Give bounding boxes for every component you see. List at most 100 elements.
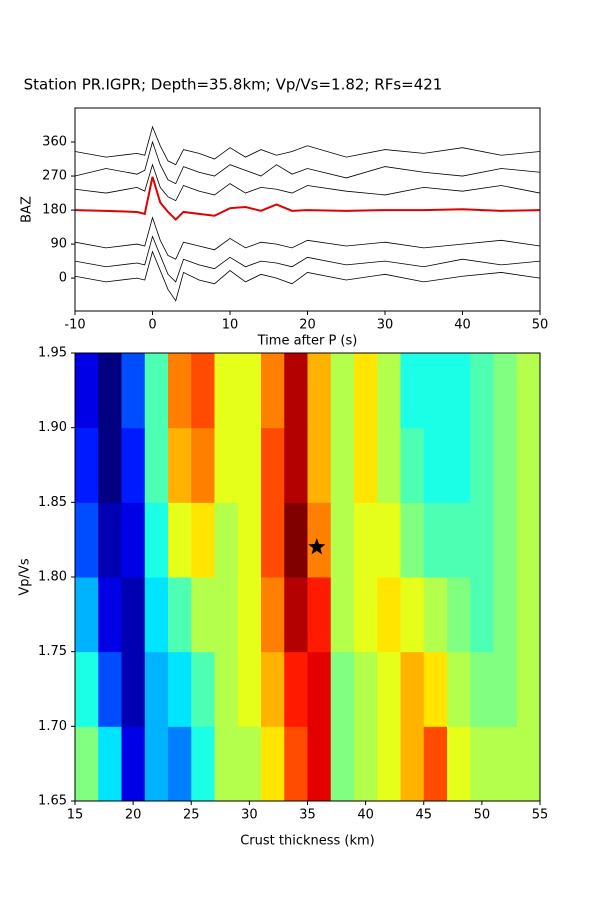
x-tick-label: 50: [474, 808, 491, 823]
heatmap-cell: [191, 502, 215, 578]
heatmap-cell: [121, 502, 146, 578]
heatmap-cell: [493, 726, 518, 802]
x-tick-label: 40: [454, 318, 471, 333]
heatmap-cell: [261, 353, 285, 429]
trace-line: [75, 216, 540, 260]
heatmap-cell: [75, 427, 99, 503]
heatmap-cell: [121, 726, 146, 802]
heatmap-cell: [447, 651, 471, 727]
heatmap-cell: [400, 502, 425, 578]
heatmap-cell: [168, 577, 192, 653]
heatmap-cell: [261, 726, 285, 802]
heatmap-cell: [447, 577, 471, 653]
heatmap-cell: [214, 502, 239, 578]
heatmap-cell: [354, 577, 378, 653]
trace-line: [75, 176, 540, 221]
heatmap-cell: [144, 651, 169, 727]
trace-line: [75, 140, 540, 185]
heatmap-cell: [144, 353, 169, 429]
heatmap-cell: [354, 651, 378, 727]
heatmap-cell: [191, 577, 215, 653]
heatmap-cell: [307, 726, 332, 802]
y-tick-label: 1.70: [38, 719, 67, 734]
y-tick-label: 1.90: [38, 420, 67, 435]
heatmap-cell: [284, 726, 308, 802]
heatmap-cell: [98, 502, 122, 578]
heatmap-cell: [214, 353, 239, 429]
heatmap-cell: [307, 353, 332, 429]
heatmap-cell: [516, 726, 541, 802]
heatmap-cell: [191, 726, 215, 802]
heatmap-cell: [98, 726, 122, 802]
heatmap-cell: [470, 651, 494, 727]
heatmap-cell: [168, 427, 192, 503]
heatmap-cell: [284, 427, 308, 503]
heatmap-cell: [447, 353, 471, 429]
heatmap-cell: [261, 502, 285, 578]
trace-line: [75, 250, 540, 302]
heatmap-cell: [121, 427, 146, 503]
heatmap-cell: [330, 577, 355, 653]
heatmap-cell: [121, 577, 146, 653]
heatmap-cell: [98, 651, 122, 727]
heatmap-cell: [447, 726, 471, 802]
heatmap-cell: [330, 502, 355, 578]
heatmap-cell: [261, 651, 285, 727]
heatmap-cell: [354, 353, 378, 429]
y-axis-label: Vp/Vs: [18, 558, 33, 595]
heatmap-cell: [237, 427, 262, 503]
x-tick-label: 20: [125, 808, 142, 823]
x-tick-label: 45: [415, 808, 432, 823]
heatmap-cell: [284, 651, 308, 727]
heatmap-cell: [237, 502, 262, 578]
heatmap-cell: [98, 353, 122, 429]
best-fit-star: [308, 538, 326, 555]
heatmap-cell: [423, 427, 448, 503]
heatmap-cell: [214, 427, 239, 503]
heatmap-cell: [75, 502, 99, 578]
heatmap-cell: [121, 651, 146, 727]
y-tick-label: 360: [42, 135, 67, 150]
heatmap-cell: [470, 726, 494, 802]
heatmap-cell: [214, 726, 239, 802]
x-tick-label: 35: [299, 808, 316, 823]
heatmap-cell: [214, 577, 239, 653]
heatmap-cell: [237, 577, 262, 653]
heatmap-cell: [377, 427, 401, 503]
heatmap-cell: [191, 427, 215, 503]
heatmap-cell: [470, 427, 494, 503]
trace-line: [75, 235, 540, 283]
heatmap-cell: [377, 651, 401, 727]
y-tick-label: 0: [59, 271, 67, 286]
heatmap-cell: [493, 502, 518, 578]
heatmap-cell: [121, 353, 146, 429]
heatmap-cell: [144, 502, 169, 578]
heatmap-cell: [400, 726, 425, 802]
heatmap-cell: [423, 726, 448, 802]
heatmap-cell: [261, 577, 285, 653]
heatmap-cell: [237, 353, 262, 429]
x-tick-label: 30: [241, 808, 258, 823]
heatmap-cell: [516, 502, 541, 578]
y-tick-label: 270: [42, 169, 67, 184]
heatmap-cell: [516, 577, 541, 653]
heatmap-cell: [493, 427, 518, 503]
heatmap-cell: [400, 651, 425, 727]
heatmap-cell: [470, 577, 494, 653]
heatmap-cell: [447, 427, 471, 503]
heatmap-cell: [168, 353, 192, 429]
heatmap-cell: [516, 427, 541, 503]
heatmap-cell: [400, 427, 425, 503]
heatmap-cell: [237, 726, 262, 802]
heatmap-cell: [493, 651, 518, 727]
heatmap-cell: [307, 577, 332, 653]
heatmap-cell: [423, 502, 448, 578]
heatmap-cell: [354, 427, 378, 503]
heatmap-cell: [423, 651, 448, 727]
x-tick-label: 50: [532, 318, 549, 333]
y-axis-label: BAZ: [20, 196, 35, 223]
y-tick-label: 1.65: [38, 794, 67, 809]
heatmap-cell: [516, 651, 541, 727]
heatmap-cell: [493, 577, 518, 653]
